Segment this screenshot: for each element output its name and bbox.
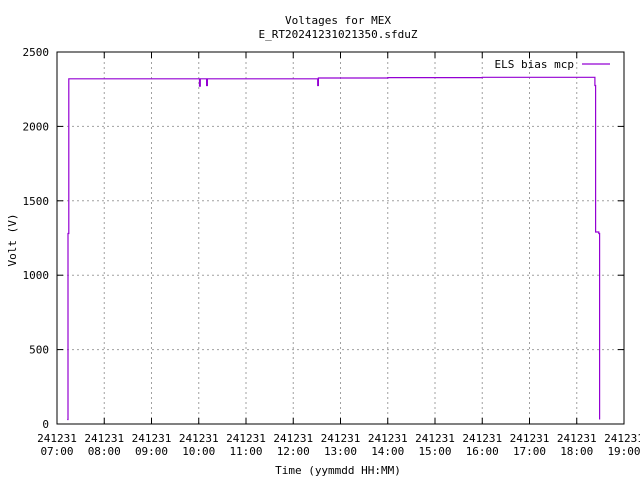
- x-tick-date: 241231: [273, 432, 313, 445]
- x-tick-date: 241231: [84, 432, 124, 445]
- x-tick-time: 10:00: [182, 445, 215, 458]
- x-tick-time: 18:00: [560, 445, 593, 458]
- x-tick-date: 241231: [462, 432, 502, 445]
- x-tick-date: 241231: [415, 432, 455, 445]
- y-tick-label: 2000: [23, 120, 50, 133]
- grid: [57, 52, 624, 424]
- x-tick-date: 241231: [132, 432, 172, 445]
- legend: ELS bias mcp: [495, 58, 610, 71]
- x-tick-time: 19:00: [607, 445, 640, 458]
- x-tick-date: 241231: [321, 432, 361, 445]
- x-tick-time: 15:00: [418, 445, 451, 458]
- y-axis-label: Volt (V): [6, 214, 19, 267]
- x-tick-date: 241231: [368, 432, 408, 445]
- x-tick-time: 07:00: [40, 445, 73, 458]
- axis-ticks: 0500100015002000250024123107:0024123108:…: [23, 46, 640, 458]
- x-axis-label: Time (yymmdd HH:MM): [275, 464, 401, 477]
- y-tick-label: 500: [29, 344, 49, 357]
- x-tick-date: 241231: [226, 432, 266, 445]
- y-tick-label: 2500: [23, 46, 50, 59]
- x-tick-date: 241231: [510, 432, 550, 445]
- x-tick-date: 241231: [37, 432, 77, 445]
- x-tick-date: 241231: [557, 432, 597, 445]
- x-tick-date: 241231: [604, 432, 640, 445]
- x-tick-time: 09:00: [135, 445, 168, 458]
- x-tick-time: 13:00: [324, 445, 357, 458]
- x-tick-time: 17:00: [513, 445, 546, 458]
- series-line-els-bias-mcp: [67, 76, 601, 421]
- chart-title: Voltages for MEX: [285, 14, 391, 27]
- series-layer: [67, 76, 601, 421]
- chart-subtitle: E_RT20241231021350.sfduZ: [259, 28, 418, 41]
- x-tick-time: 14:00: [371, 445, 404, 458]
- x-tick-time: 08:00: [88, 445, 121, 458]
- x-tick-time: 12:00: [277, 445, 310, 458]
- x-tick-date: 241231: [179, 432, 219, 445]
- legend-label: ELS bias mcp: [495, 58, 574, 71]
- y-tick-label: 1000: [23, 269, 50, 282]
- x-tick-time: 11:00: [229, 445, 262, 458]
- x-tick-time: 16:00: [466, 445, 499, 458]
- y-tick-label: 1500: [23, 195, 50, 208]
- plot-frame: [56, 51, 625, 425]
- y-tick-label: 0: [42, 418, 49, 431]
